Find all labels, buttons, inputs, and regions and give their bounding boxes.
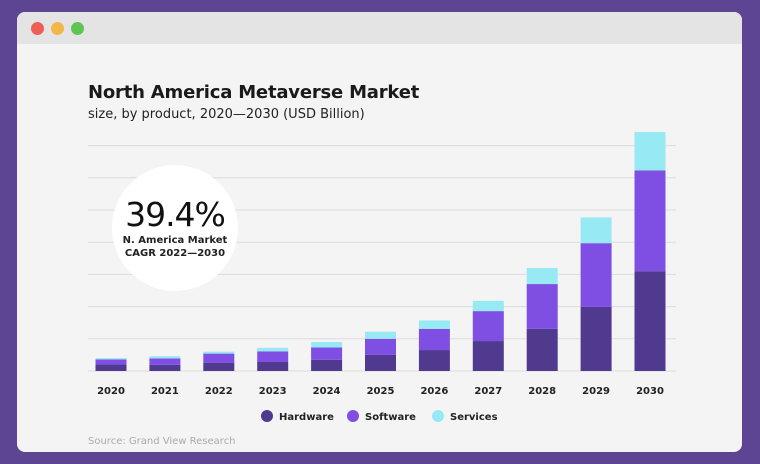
legend-label-hardware: Hardware [279, 412, 334, 423]
bar-services-2029 [580, 217, 612, 244]
bar-services-2027 [472, 300, 504, 312]
x-tick-label: 2023 [259, 386, 287, 397]
legend-marker-software [347, 410, 359, 422]
source-note: Source: Grand View Research [88, 436, 236, 447]
cagr-label-line1: N. America Market [122, 235, 228, 246]
bar-hardware-2021 [149, 364, 181, 371]
bar-software-2028 [526, 284, 558, 329]
bar-services-2030 [634, 132, 666, 171]
bar-software-2023 [257, 351, 289, 362]
bar-services-2022 [203, 351, 235, 354]
bar-software-2029 [580, 243, 612, 307]
bar-hardware-2020 [95, 364, 127, 371]
bar-software-2030 [634, 170, 666, 272]
bar-hardware-2022 [203, 362, 235, 371]
bar-software-2027 [472, 311, 504, 342]
bar-software-2020 [95, 359, 127, 365]
x-tick-label: 2027 [474, 386, 502, 397]
window-titlebar [17, 12, 742, 44]
bar-services-2025 [365, 331, 396, 339]
bar-services-2023 [257, 347, 289, 352]
bar-services-2026 [418, 320, 450, 329]
legend-label-services: Services [450, 412, 498, 423]
cagr-label-line2: CAGR 2022—2030 [124, 248, 226, 259]
close-button[interactable] [31, 22, 44, 35]
bar-services-2020 [95, 358, 127, 360]
x-tick-label: 2024 [313, 386, 341, 397]
bar-services-2028 [526, 267, 558, 285]
cagr-callout: 39.4% N. America Market CAGR 2022—2030 [112, 165, 238, 291]
bar-hardware-2030 [634, 271, 666, 371]
bar-software-2025 [365, 338, 396, 355]
bar-software-2024 [311, 347, 343, 360]
chart-subtitle: size, by product, 2020—2030 (USD Billion… [88, 107, 365, 122]
x-tick-label: 2028 [528, 386, 556, 397]
cagr-value: 39.4% [125, 195, 226, 234]
bar-software-2026 [418, 328, 450, 351]
x-tick-label: 2022 [205, 386, 233, 397]
bar-services-2021 [149, 356, 181, 359]
legend-label-software: Software [365, 412, 416, 423]
bar-software-2022 [203, 353, 235, 363]
bar-hardware-2023 [257, 361, 289, 371]
bar-services-2024 [311, 342, 343, 348]
bar-hardware-2025 [365, 354, 396, 371]
maximize-button[interactable] [71, 22, 84, 35]
minimize-button[interactable] [51, 22, 64, 35]
x-tick-label: 2021 [151, 386, 179, 397]
x-tick-label: 2029 [582, 386, 610, 397]
legend-marker-hardware [261, 410, 273, 422]
x-tick-label: 2030 [636, 386, 664, 397]
bar-hardware-2028 [526, 328, 558, 371]
chart-title: North America Metaverse Market [88, 82, 420, 103]
bar-hardware-2027 [472, 341, 504, 371]
x-tick-label: 2020 [97, 386, 125, 397]
x-tick-label: 2026 [420, 386, 448, 397]
x-tick-label: 2025 [367, 386, 395, 397]
bar-hardware-2024 [311, 359, 343, 371]
bar-hardware-2029 [580, 306, 612, 371]
bar-hardware-2026 [418, 350, 450, 371]
bar-software-2021 [149, 358, 181, 365]
legend-marker-services [432, 410, 444, 422]
